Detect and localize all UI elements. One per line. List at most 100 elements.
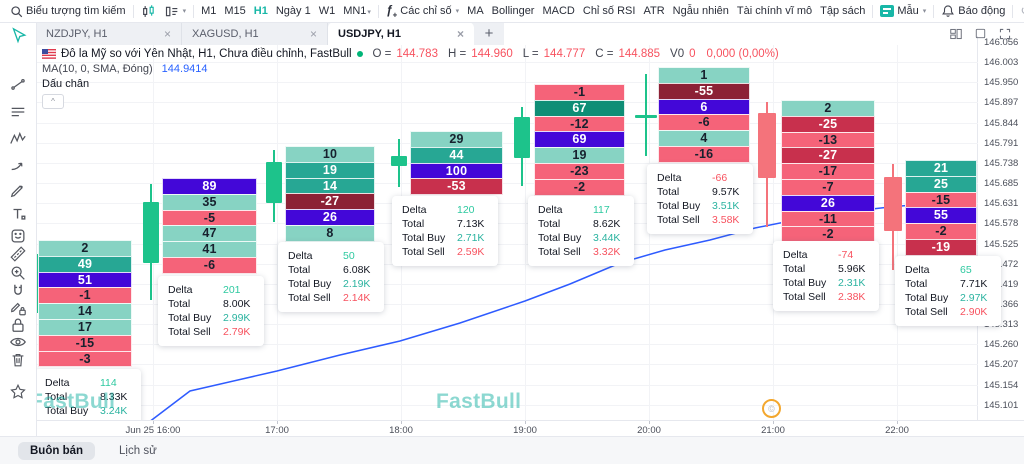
star-tool[interactable] bbox=[0, 381, 36, 403]
delta-panel-label: Total Buy bbox=[402, 232, 446, 244]
indicator-shortcut[interactable]: Tài chính vĩ mô bbox=[736, 5, 813, 17]
top-toolbar: Biểu tượng tìm kiếm ▾ M1 M15 H1 Ngày 1 W1 MN1… bbox=[0, 0, 1024, 23]
close-value: 144.885 bbox=[618, 48, 661, 60]
delta-value: 117 bbox=[593, 204, 610, 216]
footprint-cell: 49 bbox=[38, 255, 132, 273]
price-label: 145.897 bbox=[984, 97, 1019, 109]
delta-panel: Delta -66 Total 9.57K Total Buy 3.51K Total Se… bbox=[647, 164, 753, 234]
chart-tab[interactable]: NZDJPY, H1 × bbox=[36, 22, 182, 45]
price-label: 145.260 bbox=[984, 339, 1019, 351]
delta-panel-label: Total Sell bbox=[168, 326, 211, 338]
footprint-study-label[interactable]: Dấu chân bbox=[42, 78, 90, 90]
delta-panel-label: Total Buy bbox=[538, 232, 582, 244]
new-tab-button[interactable]: + bbox=[474, 22, 504, 45]
eye-tool[interactable] bbox=[0, 331, 36, 353]
indicator-shortcut[interactable]: MACD bbox=[542, 5, 575, 17]
footprint-cell: 47 bbox=[162, 225, 257, 243]
drawing-toolbar bbox=[0, 22, 37, 437]
trash-tool[interactable] bbox=[0, 349, 36, 371]
indicator-shortcut[interactable]: Bollinger bbox=[491, 5, 535, 17]
delta-panel-label: Total Sell bbox=[905, 306, 948, 318]
indicator-shortcut[interactable]: Chỉ số RSI bbox=[582, 5, 636, 17]
ruler-tool[interactable] bbox=[0, 243, 36, 265]
sticker-tool[interactable] bbox=[0, 225, 36, 247]
price-label: 145.844 bbox=[984, 117, 1019, 129]
indicator-shortcut[interactable]: Ngẫu nhiên bbox=[672, 5, 729, 17]
bottom-tab-history[interactable]: Lịch sử bbox=[119, 444, 157, 457]
price-label: 145.631 bbox=[984, 198, 1019, 210]
delta-panel-row: Total Sell 3.58K bbox=[657, 213, 743, 227]
price-axis[interactable]: 146.056 146.003 145.950 145.897 145.844 145.7… bbox=[977, 36, 1024, 420]
brush-lock-tool[interactable] bbox=[0, 297, 36, 319]
trend-line-tool[interactable] bbox=[0, 73, 36, 95]
wave-pattern-icon bbox=[9, 130, 27, 148]
timeframe-mn1[interactable]: MN1▾ bbox=[343, 5, 371, 17]
brush-tool[interactable] bbox=[0, 179, 36, 201]
fullscreen-icon[interactable] bbox=[998, 27, 1012, 41]
chart-tab[interactable]: XAGUSD, H1 × bbox=[182, 22, 328, 45]
delta-panel-label: Total bbox=[288, 264, 311, 276]
footprint-cell: 14 bbox=[285, 177, 375, 195]
symbol-title[interactable]: Đô la Mỹ so với Yên Nhật, H1, Chưa điều … bbox=[61, 48, 352, 60]
timeframe-m1[interactable]: M1 bbox=[201, 5, 217, 17]
indicator-shortcut[interactable]: ATR bbox=[643, 5, 665, 17]
total-buy-value: 3.24K bbox=[100, 405, 128, 417]
delta-panel-label: Total Buy bbox=[657, 200, 701, 212]
time-tick bbox=[153, 421, 154, 424]
volume-value: 0 bbox=[689, 48, 696, 60]
footprint-cell: 10 bbox=[285, 146, 375, 163]
delta-panel-row: Total Buy 3.51K bbox=[657, 199, 743, 213]
footprint-cell: 35 bbox=[162, 193, 257, 211]
symbol-search-label: Biểu tượng tìm kiếm bbox=[26, 5, 126, 17]
delta-value: 120 bbox=[457, 204, 475, 216]
footprint-cell: -5 bbox=[162, 209, 257, 227]
price-label: 145.578 bbox=[984, 218, 1019, 230]
timeframe-ngày-1[interactable]: Ngày 1 bbox=[275, 5, 311, 17]
cursor-tool[interactable] bbox=[0, 25, 36, 47]
lock-tool[interactable] bbox=[0, 314, 36, 336]
magnet-tool[interactable] bbox=[0, 280, 36, 302]
footprint-cell: -13 bbox=[781, 131, 875, 149]
wave-pattern-tool[interactable] bbox=[0, 128, 36, 150]
footprint-cell: -27 bbox=[781, 147, 875, 165]
zoom-in-tool[interactable] bbox=[0, 262, 36, 284]
delta-value: 114 bbox=[100, 377, 117, 389]
template-button[interactable]: Mẫu ▾ bbox=[876, 5, 930, 17]
indicators-menu-button[interactable]: ƒ+ Các chỉ số ▾ bbox=[382, 3, 463, 19]
chart-type-button[interactable] bbox=[137, 4, 160, 19]
undo-button[interactable]: ↺ bbox=[1016, 3, 1024, 19]
collapse-legend-button[interactable]: ^ bbox=[42, 94, 64, 109]
time-label: 22:00 bbox=[885, 425, 909, 436]
indicator-shortcut[interactable]: MA bbox=[467, 5, 484, 17]
footprint-style-button[interactable]: ▾ bbox=[160, 4, 191, 19]
maximize-icon[interactable] bbox=[974, 27, 987, 40]
timeframe-m15[interactable]: M15 bbox=[224, 5, 246, 17]
alert-button[interactable]: Báo động bbox=[937, 4, 1009, 18]
bottom-tab-trade[interactable]: Buôn bán bbox=[18, 441, 96, 460]
delta-panel-row: Total Sell 2.38K bbox=[783, 290, 869, 304]
close-tab-icon[interactable]: × bbox=[309, 26, 317, 41]
chart-tab[interactable]: USDJPY, H1 × bbox=[328, 22, 474, 45]
footprint-cell: 2 bbox=[781, 100, 875, 117]
footprint-cell: -15 bbox=[905, 191, 977, 209]
timeframe-w1[interactable]: W1 bbox=[318, 5, 336, 17]
delta-value: 65 bbox=[960, 264, 972, 276]
close-tab-icon[interactable]: × bbox=[163, 26, 171, 41]
layout-grid-icon[interactable] bbox=[949, 27, 963, 41]
text-tool-tool[interactable] bbox=[0, 203, 36, 225]
timeframe-h1[interactable]: H1 bbox=[253, 5, 268, 17]
total-sell-value: 2.14K bbox=[343, 292, 371, 304]
open-label: O = bbox=[372, 48, 392, 60]
close-tab-icon[interactable]: × bbox=[456, 26, 464, 41]
ma-study-label[interactable]: MA(10, 0, SMA, Đóng) bbox=[42, 63, 153, 75]
symbol-search-button[interactable]: Biểu tượng tìm kiếm bbox=[6, 5, 130, 18]
parallel-lines-tool[interactable] bbox=[0, 101, 36, 123]
indicator-shortcut[interactable]: Tập sách bbox=[820, 5, 866, 17]
gridline-horizontal bbox=[36, 102, 978, 103]
time-tick bbox=[773, 421, 774, 424]
curve-arrow-tool[interactable] bbox=[0, 154, 36, 176]
fastbull-watermark: FastBull bbox=[436, 390, 522, 413]
zoom-in-icon bbox=[9, 264, 27, 282]
